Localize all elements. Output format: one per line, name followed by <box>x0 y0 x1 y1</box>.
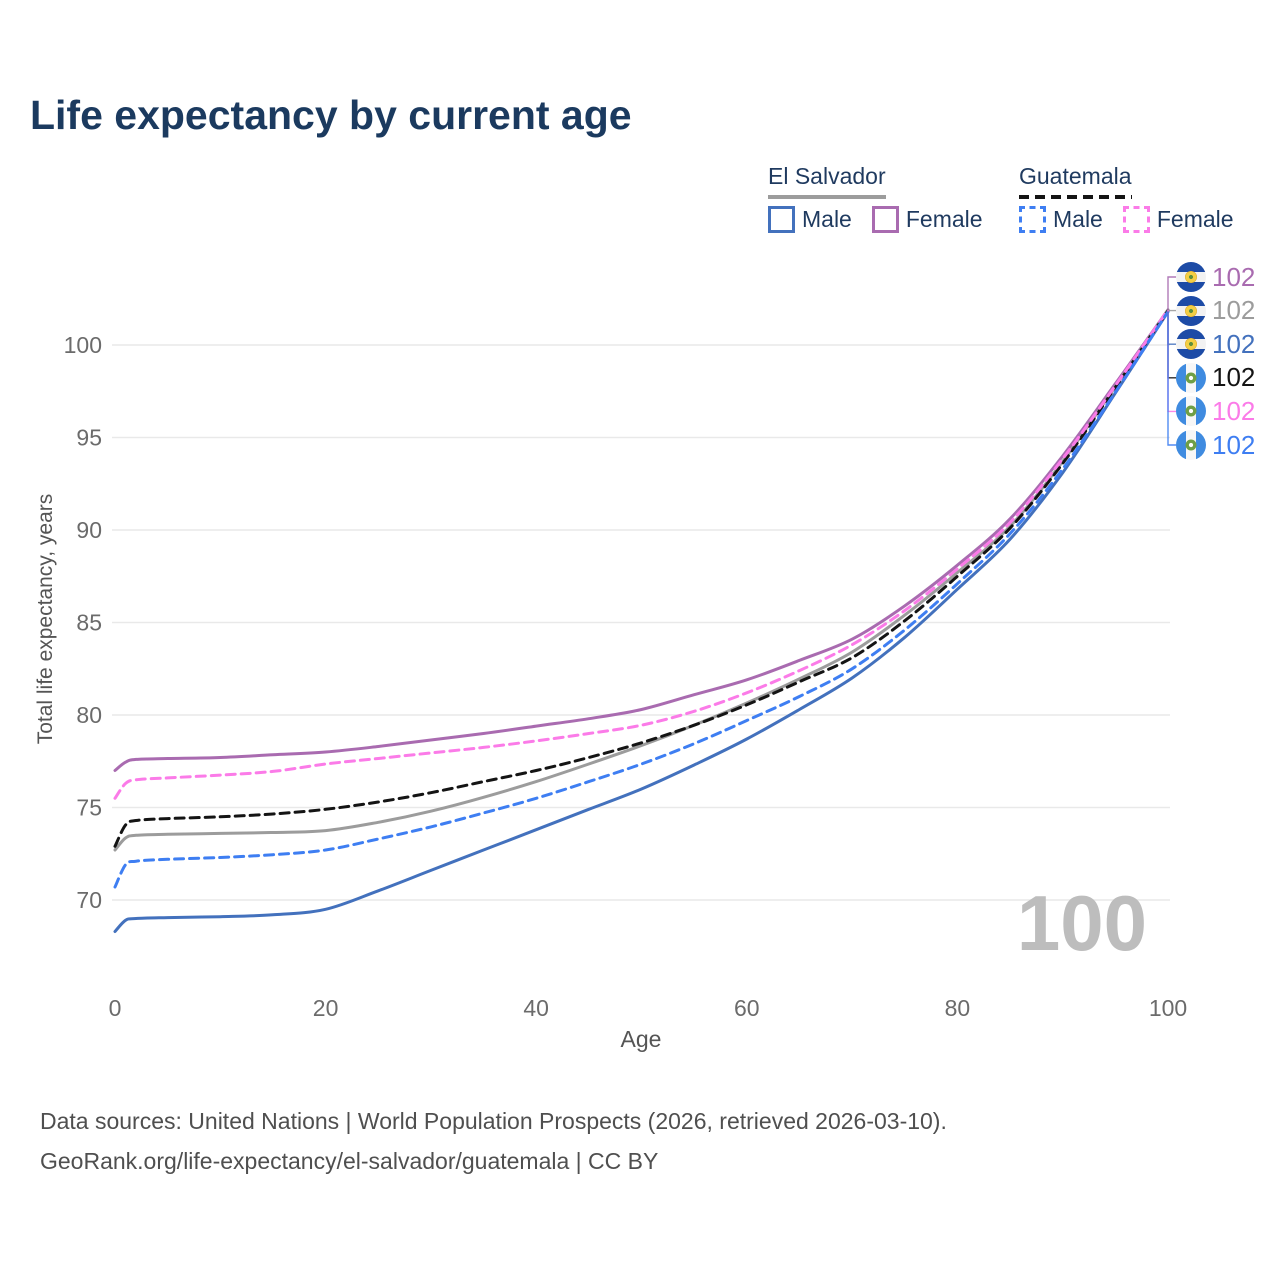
el-salvador-flag-icon <box>1176 295 1206 326</box>
end-value: 102 <box>1212 328 1256 359</box>
end-value: 102 <box>1212 295 1256 326</box>
flag-emblem <box>1185 338 1197 351</box>
end-value: 102 <box>1212 429 1256 460</box>
legend-item-label: Male <box>1053 206 1103 232</box>
legend-swatch <box>871 206 899 233</box>
guatemala-flag-icon <box>1176 396 1206 427</box>
series-end-label-guatemala-male: 102 <box>1176 429 1255 461</box>
legend-item-el-salvador-female[interactable]: Female <box>871 206 983 233</box>
x-tick-label: 0 <box>109 995 122 1021</box>
el-salvador-flag-icon <box>1176 262 1206 292</box>
end-label-leader-line <box>1167 311 1176 446</box>
x-axis-title: Age <box>620 1026 662 1052</box>
x-tick-label: 60 <box>734 995 760 1021</box>
end-label-leader-line <box>1167 309 1176 312</box>
x-tick-label: 20 <box>313 995 339 1021</box>
flag-emblem <box>1185 372 1197 384</box>
series-line-guatemala-total <box>113 309 1170 848</box>
series-line-el-salvador-female <box>113 308 1170 772</box>
el-salvador-flag-icon <box>1176 329 1206 360</box>
legend-group-el-salvador: El Salvador Male Female <box>768 163 983 233</box>
legend-item-label: Male <box>802 206 852 232</box>
series-end-label-guatemala-female: 102 <box>1176 395 1255 427</box>
legend-country-el-salvador[interactable]: El Salvador <box>768 163 886 199</box>
legend-item-guatemala-female[interactable]: Female <box>1122 206 1234 233</box>
page-title: Life expectancy by current age <box>30 92 632 138</box>
legend-item-label: Female <box>1156 206 1234 232</box>
series-end-label-el-salvador-male: 102 <box>1176 328 1255 360</box>
watermark-text: 100 <box>1017 879 1147 967</box>
end-value: 102 <box>1212 395 1256 426</box>
series-line-el-salvador-total <box>113 308 1170 852</box>
legend-country-label: Guatemala <box>1019 163 1132 189</box>
legend-item-label: Female <box>905 206 983 232</box>
series-line-guatemala-female <box>113 308 1170 800</box>
y-tick-label: 80 <box>76 702 102 728</box>
legend-group-guatemala: Guatemala Male Female <box>1019 163 1234 233</box>
end-label-leader-line <box>1167 276 1176 310</box>
guatemala-flag-icon <box>1176 362 1206 393</box>
chart: 100 70 75 80 85 90 95 100 0 20 40 60 80 100 <box>64 276 1187 1021</box>
end-value: 102 <box>1212 261 1256 292</box>
legend-country-label: El Salvador <box>768 163 886 189</box>
footer-attribution: GeoRank.org/life-expectancy/el-salvador/… <box>40 1148 659 1174</box>
x-tick-label: 100 <box>1149 995 1187 1021</box>
legend-country-line-swatch <box>768 195 886 199</box>
flag-emblem <box>1185 439 1197 451</box>
y-tick-label: 85 <box>76 610 102 636</box>
legend-swatch <box>1122 206 1150 233</box>
legend-item-el-salvador-male[interactable]: Male <box>768 206 852 233</box>
legend-item-guatemala-male[interactable]: Male <box>1019 206 1103 233</box>
end-label-leader-line <box>1167 311 1176 345</box>
legend-swatch <box>1019 206 1046 233</box>
flag-emblem <box>1185 304 1197 317</box>
guatemala-flag-icon <box>1176 430 1206 460</box>
legend-country-guatemala[interactable]: Guatemala <box>1019 163 1132 199</box>
x-tick-label: 40 <box>523 995 549 1021</box>
flag-emblem <box>1185 271 1197 283</box>
series-end-label-el-salvador-female: 102 <box>1176 261 1255 293</box>
footer-data-sources: Data sources: United Nations | World Pop… <box>40 1108 947 1134</box>
series-end-label-el-salvador-total: 102 <box>1176 295 1255 327</box>
legend-country-line-swatch <box>1019 195 1132 199</box>
flag-emblem <box>1185 405 1197 417</box>
y-axis-title: Total life expectancy, years <box>34 493 57 745</box>
legend-swatch <box>768 206 795 233</box>
end-value: 102 <box>1212 362 1256 393</box>
y-tick-label: 95 <box>76 425 102 451</box>
series-end-label-guatemala-total: 102 <box>1176 362 1255 394</box>
series-line-el-salvador-male <box>113 310 1170 933</box>
series-line-guatemala-male <box>113 310 1170 889</box>
y-tick-label: 70 <box>76 887 102 913</box>
end-label-leader-line <box>1167 309 1176 413</box>
y-tick-label: 100 <box>64 332 102 358</box>
y-tick-label: 75 <box>76 795 102 821</box>
x-tick-label: 80 <box>945 995 971 1021</box>
y-tick-label: 90 <box>76 517 102 543</box>
